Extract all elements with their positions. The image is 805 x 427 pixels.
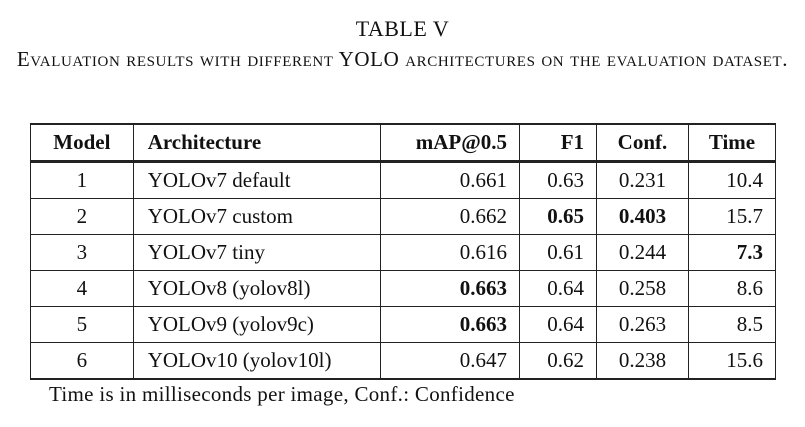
cell-map: 0.663 xyxy=(380,270,520,307)
cell-conf: 0.231 xyxy=(596,161,689,199)
results-table: Model Architecture mAP@0.5 F1 Conf. Time… xyxy=(30,123,777,380)
table-caption: Evaluation results with different YOLO a… xyxy=(16,47,789,71)
table-row: 1 YOLOv7 default 0.661 0.63 0.231 10.4 xyxy=(30,161,777,199)
cell-f1: 0.64 xyxy=(518,270,598,307)
table-row: 3 YOLOv7 tiny 0.616 0.61 0.244 7.3 xyxy=(30,234,777,271)
cell-conf: 0.263 xyxy=(596,306,689,343)
cell-architecture: YOLOv7 default xyxy=(132,161,382,199)
cell-time: 15.7 xyxy=(687,198,777,235)
cell-model: 3 xyxy=(30,234,134,271)
table-row: 2 YOLOv7 custom 0.662 0.65 0.403 15.7 xyxy=(30,198,777,235)
header-conf: Conf. xyxy=(596,123,689,163)
table-row: 4 YOLOv8 (yolov8l) 0.663 0.64 0.258 8.6 xyxy=(30,270,777,307)
table-label: TABLE V xyxy=(355,16,450,41)
cell-conf: 0.238 xyxy=(596,342,689,380)
cell-f1: 0.63 xyxy=(518,161,598,199)
header-row: Model Architecture mAP@0.5 F1 Conf. Time xyxy=(30,123,777,163)
header-model: Model xyxy=(30,123,134,163)
cell-conf: 0.258 xyxy=(596,270,689,307)
cell-architecture: YOLOv7 tiny xyxy=(132,234,382,271)
cell-model: 6 xyxy=(30,342,134,380)
cell-conf: 0.403 xyxy=(596,198,689,235)
cell-conf: 0.244 xyxy=(596,234,689,271)
cell-time: 8.5 xyxy=(687,306,777,343)
cell-architecture: YOLOv8 (yolov8l) xyxy=(132,270,382,307)
header-architecture: Architecture xyxy=(132,123,382,163)
cell-time: 8.6 xyxy=(687,270,777,307)
cell-time: 7.3 xyxy=(687,234,777,271)
cell-time: 15.6 xyxy=(687,342,777,380)
cell-f1: 0.61 xyxy=(518,234,598,271)
cell-model: 2 xyxy=(30,198,134,235)
table-footnote: Time is in milliseconds per image, Conf.… xyxy=(49,382,515,406)
header-map: mAP@0.5 xyxy=(380,123,520,163)
cell-model: 1 xyxy=(30,161,134,199)
cell-time: 10.4 xyxy=(687,161,777,199)
cell-map: 0.616 xyxy=(380,234,520,271)
table-row: 6 YOLOv10 (yolov10l) 0.647 0.62 0.238 15… xyxy=(30,342,777,380)
cell-map: 0.662 xyxy=(380,198,520,235)
header-f1: F1 xyxy=(518,123,598,163)
cell-model: 4 xyxy=(30,270,134,307)
cell-map: 0.661 xyxy=(380,161,520,199)
cell-architecture: YOLOv9 (yolov9c) xyxy=(132,306,382,343)
cell-f1: 0.65 xyxy=(518,198,598,235)
cell-map: 0.663 xyxy=(380,306,520,343)
header-time: Time xyxy=(687,123,777,163)
cell-map: 0.647 xyxy=(380,342,520,380)
table-row: 5 YOLOv9 (yolov9c) 0.663 0.64 0.263 8.5 xyxy=(30,306,777,343)
cell-architecture: YOLOv7 custom xyxy=(132,198,382,235)
cell-architecture: YOLOv10 (yolov10l) xyxy=(132,342,382,380)
cell-f1: 0.62 xyxy=(518,342,598,380)
cell-f1: 0.64 xyxy=(518,306,598,343)
cell-model: 5 xyxy=(30,306,134,343)
